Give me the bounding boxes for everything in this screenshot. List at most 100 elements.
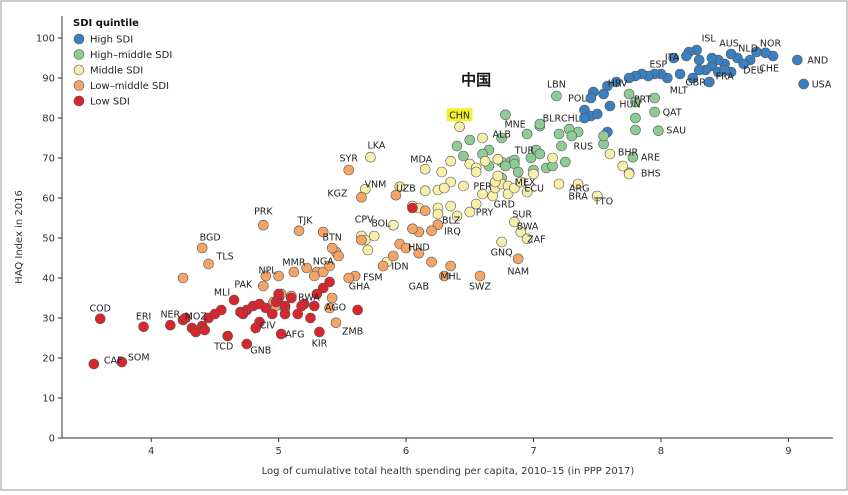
data-point [301, 262, 312, 274]
country-label: SYR [340, 154, 359, 165]
country-label: SWZ [469, 282, 491, 293]
data-point [362, 244, 374, 256]
data-point [492, 153, 504, 165]
data-point [324, 302, 335, 314]
data-point [515, 176, 527, 188]
axes: 0 10 20 30 40 50 60 70 80 90 100 4 5 6 7 8 9 [36, 16, 833, 457]
country-label: BWA [517, 222, 539, 233]
country-label: ECU [524, 184, 544, 195]
data-point [215, 304, 227, 316]
country-label: ALB [493, 130, 511, 141]
data-point [426, 256, 437, 268]
data-point [474, 270, 486, 282]
data-point [617, 160, 629, 172]
data-point [317, 226, 329, 238]
country-label: DEU [743, 66, 763, 77]
data-point [572, 178, 584, 190]
highlight-box [446, 108, 473, 122]
data-point [553, 128, 565, 140]
country-label: QAT [663, 108, 682, 119]
data-point [343, 164, 355, 176]
y-tick-label: 30 [42, 314, 55, 325]
data-point [419, 185, 431, 197]
data-point [706, 52, 718, 64]
data-point [413, 247, 425, 259]
country-label: NOR [760, 38, 782, 49]
legend-label: Low SDI [90, 97, 130, 108]
data-point [630, 112, 641, 124]
data-point [288, 266, 300, 278]
data-point [738, 58, 750, 70]
data-point [681, 50, 692, 62]
data-point [630, 96, 641, 108]
x-tick-label: 4 [148, 446, 154, 457]
data-point [798, 78, 809, 90]
data-point [591, 190, 603, 202]
data-point [199, 324, 211, 336]
y-axis-title: HAQ Index in 2016 [14, 190, 25, 284]
country-label: GRD [494, 200, 515, 211]
data-point [258, 219, 269, 231]
country-label: BHS [641, 168, 661, 179]
country-label: PRY [476, 208, 494, 219]
y-tick-label: 90 [42, 74, 55, 85]
country-label: SUR [512, 210, 532, 221]
data-point [419, 205, 431, 217]
data-point [138, 321, 149, 333]
data-point [521, 186, 533, 198]
data-point [432, 208, 444, 220]
country-label: KIR [312, 339, 328, 350]
country-label: CHN [449, 110, 470, 121]
data-point [556, 140, 567, 152]
data-point [693, 64, 705, 76]
country-label: RUS [574, 142, 594, 153]
x-axis-title: Log of cumulative total health spending … [262, 466, 635, 477]
data-point [250, 322, 262, 334]
country-label: ZAF [527, 234, 545, 245]
data-point [598, 130, 609, 142]
country-label: ISL [702, 34, 717, 45]
country-label: MNE [504, 120, 525, 131]
country-label: TTO [593, 197, 613, 208]
data-point [419, 163, 431, 175]
data-point [94, 313, 106, 325]
country-label: TCD [213, 342, 233, 353]
data-point [454, 121, 465, 133]
data-point [266, 308, 278, 320]
x-tick-label: 6 [403, 446, 409, 457]
legend-title: SDI quintile [73, 18, 139, 29]
country-label: ZMB [342, 326, 363, 337]
country-label: FRA [716, 72, 735, 83]
data-point [324, 276, 335, 288]
country-label: MLI [214, 288, 230, 299]
country-label: KGZ [327, 189, 348, 200]
data-point [273, 270, 284, 282]
data-point [330, 317, 342, 329]
x-tick-label: 9 [785, 446, 791, 457]
country-label: FSM [363, 273, 383, 284]
data-point [314, 326, 325, 338]
data-point [88, 358, 100, 370]
data-point [445, 200, 456, 212]
legend-swatch [73, 49, 85, 60]
data-point [566, 130, 578, 142]
data-point [553, 178, 565, 190]
data-point [400, 242, 412, 254]
legend-label: High–middle SDI [90, 50, 172, 61]
data-point [458, 150, 469, 162]
country-label: GHA [349, 282, 371, 293]
country-label: CHL [561, 114, 581, 125]
data-point [725, 48, 737, 60]
y-tick-label: 0 [49, 434, 55, 445]
data-point [445, 155, 456, 167]
data-point [591, 108, 603, 120]
data-point [693, 54, 705, 66]
country-label: PAK [234, 280, 253, 291]
country-label: HUN [619, 100, 640, 111]
data-point [623, 88, 635, 100]
y-tick-label: 20 [42, 354, 55, 365]
data-point [509, 216, 520, 228]
data-point [547, 152, 558, 164]
